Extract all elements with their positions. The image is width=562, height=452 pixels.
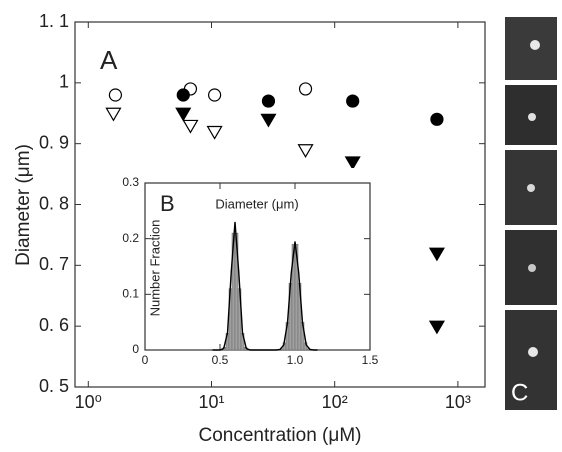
marker <box>208 88 222 102</box>
x-tick-label: 10³ <box>445 392 471 412</box>
panel-label: C <box>511 379 528 406</box>
micrograph <box>505 17 557 80</box>
y-tick-label: 1 <box>59 72 69 92</box>
x-axis-label: Diameter (μm) <box>215 196 298 211</box>
y-tick-label: 0.2 <box>122 231 139 245</box>
x-tick-label: 10¹ <box>198 392 224 412</box>
x-tick-label: 10⁰ <box>75 392 102 412</box>
micrograph-panels: C <box>505 17 557 410</box>
x-axis-label: Concentration (μM) <box>198 425 361 446</box>
y-tick-label: 0. 6 <box>39 315 69 335</box>
y-tick-label: 0. 5 <box>39 376 69 396</box>
marker <box>428 320 445 335</box>
y-tick-label: 0.3 <box>122 175 139 189</box>
y-tick-label: 0.1 <box>122 287 139 301</box>
particle <box>528 264 536 272</box>
particle <box>528 347 538 357</box>
marker <box>105 107 122 122</box>
x-tick-label: 0.5 <box>212 353 229 367</box>
plot-frame <box>144 182 371 351</box>
marker <box>297 144 314 158</box>
marker <box>175 107 192 122</box>
marker <box>428 247 445 262</box>
marker <box>344 156 361 171</box>
y-tick-label: 0 <box>132 342 139 356</box>
fit-curve <box>212 221 318 351</box>
x-tick-label: 0 <box>142 353 149 367</box>
marker <box>298 82 313 96</box>
marker <box>430 112 444 126</box>
y-tick-label: 0. 8 <box>39 193 69 213</box>
panel-label: B <box>160 191 175 216</box>
y-tick-label: 1. 1 <box>39 11 69 31</box>
marker <box>176 88 190 102</box>
x-tick-label: 1.0 <box>287 353 304 367</box>
micrograph <box>505 310 557 410</box>
y-axis-label: Diameter (μm) <box>13 144 34 266</box>
x-tick-label: 1.5 <box>362 353 379 367</box>
particle <box>528 113 536 121</box>
y-tick-label: 0. 7 <box>39 254 69 274</box>
marker <box>261 94 276 108</box>
particle <box>527 184 535 192</box>
marker <box>182 119 199 134</box>
marker <box>206 125 223 140</box>
particle <box>530 40 540 50</box>
marker <box>260 113 277 128</box>
y-tick-label: 0. 9 <box>39 132 69 152</box>
panel-label: A <box>100 45 118 75</box>
marker <box>108 88 123 102</box>
y-axis-label: Number Fraction <box>147 220 162 317</box>
marker <box>346 94 360 108</box>
x-tick-label: 10² <box>322 392 348 412</box>
